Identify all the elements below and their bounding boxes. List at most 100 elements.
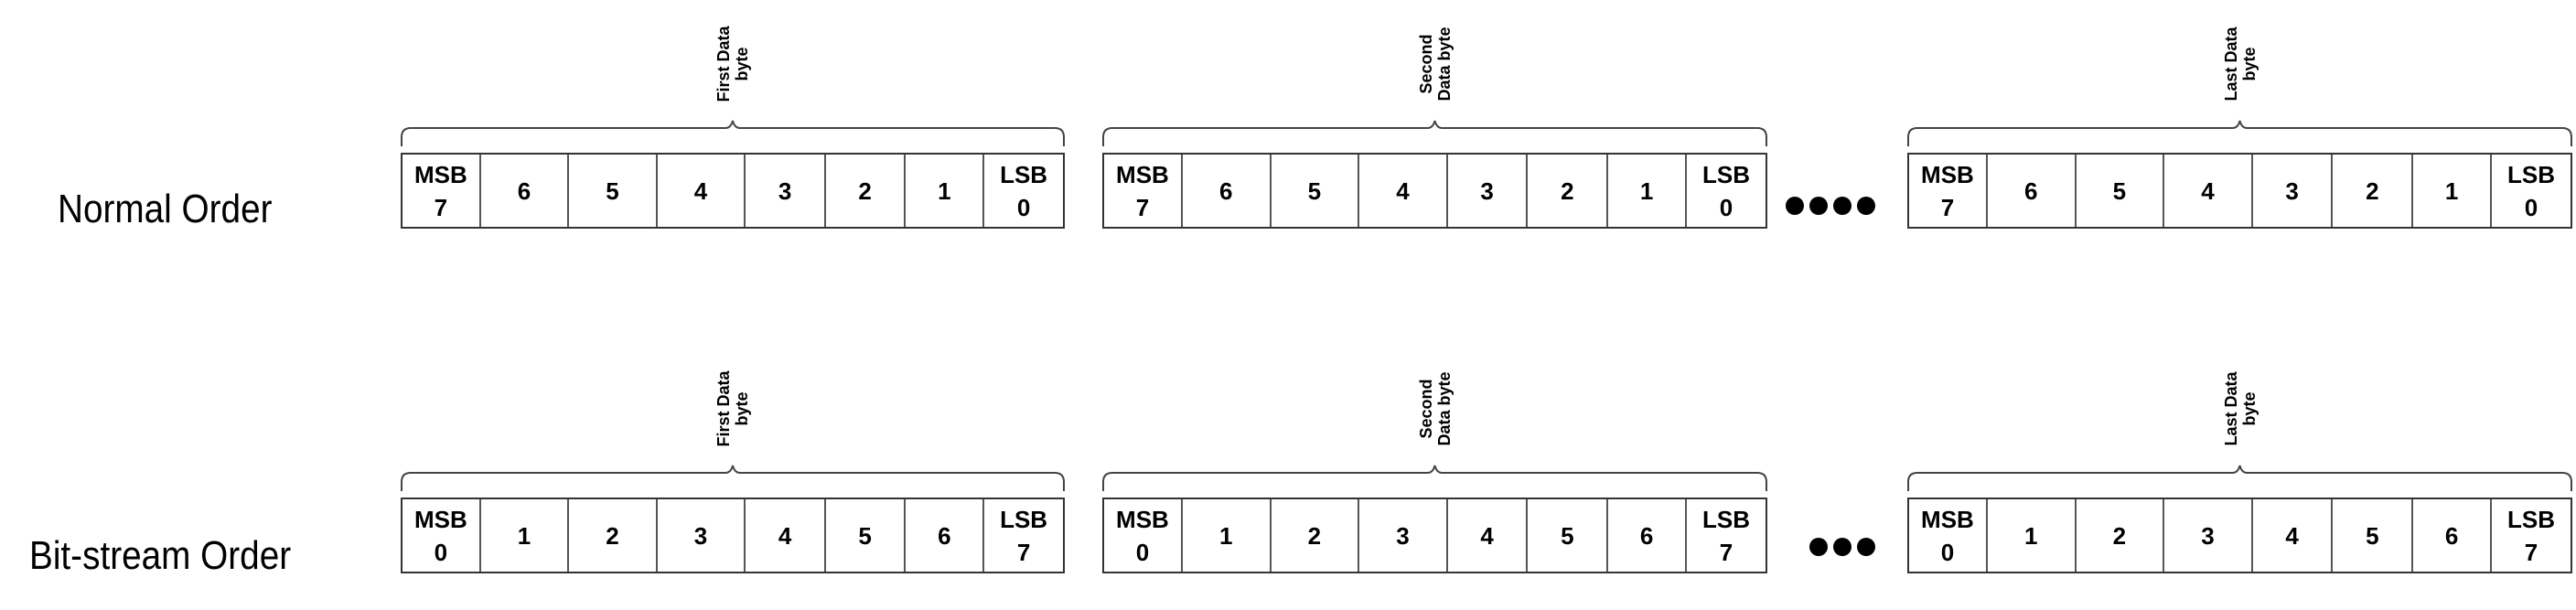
byte-label-line: Data byte (1434, 27, 1454, 102)
bit-cell: 4 (658, 155, 746, 227)
bit-cell: LSB 0 (2492, 155, 2571, 227)
bit-cell: 5 (2077, 155, 2165, 227)
byte-label: Second Data byte (1417, 27, 1454, 101)
bit-cell-text: MSB (414, 160, 467, 188)
bit-cell-text: 5 (2112, 177, 2127, 205)
bit-cell-text: 2 (606, 521, 619, 550)
byte-label: First Data byte (714, 26, 751, 102)
bit-cell-text: 2 (1307, 521, 1322, 550)
bit-cell: 2 (2333, 155, 2414, 227)
byte-label-line: byte (733, 47, 751, 81)
bit-cell: 6 (2413, 499, 2493, 572)
ellipsis-dot (1857, 197, 1875, 215)
byte-label-line: Second (1416, 34, 1435, 94)
bit-cell-text: 3 (1396, 521, 1410, 550)
bit-cell: LSB 7 (984, 499, 1063, 572)
bit-cell-text: 7 (434, 193, 448, 221)
bit-cell-text: 3 (2201, 521, 2215, 550)
bit-cell-text: 2 (2112, 521, 2127, 550)
byte-label-line: Last Data (2221, 27, 2240, 102)
row-title: Bit-stream Order (29, 533, 292, 578)
bit-cell: 5 (826, 499, 907, 572)
curly-brace (1907, 465, 2572, 491)
bit-cell-text: 3 (693, 521, 708, 550)
bit-cell-text: 4 (2285, 521, 2299, 550)
bit-cell-text: 6 (517, 177, 531, 205)
bit-cell: 2 (569, 499, 658, 572)
bit-cell-text: LSB (1701, 160, 1750, 188)
bit-cell: 1 (1988, 499, 2077, 572)
bit-cell: 1 (906, 155, 985, 227)
bit-cell-text: 3 (778, 177, 792, 205)
bit-cell-text: 0 (1719, 193, 1733, 221)
bit-cell-text: 4 (778, 521, 792, 550)
bit-cell-text: MSB (1921, 160, 1974, 188)
byte-label-line: Last Data (2221, 371, 2240, 446)
curly-brace (1907, 120, 2572, 146)
data-byte: MSB 0 1 2 3 4 5 6 LSB 7 (401, 498, 1065, 573)
bit-cell: 1 (1608, 155, 1688, 227)
byte-label-line: Data byte (1434, 371, 1454, 446)
bit-cell: 6 (1608, 499, 1688, 572)
ellipsis-dot (1833, 197, 1852, 215)
bit-cell: MSB 7 (1909, 155, 1988, 227)
bit-cell-text: MSB (1116, 505, 1169, 533)
data-byte: MSB 0 1 2 3 4 5 6 LSB 7 (1102, 498, 1767, 573)
bit-cell: LSB 7 (2492, 499, 2571, 572)
bit-cell: 3 (2164, 499, 2253, 572)
bit-cell: 6 (481, 155, 570, 227)
bit-cell-text: LSB (1701, 505, 1750, 533)
ellipsis-dot (1809, 538, 1828, 556)
bit-cell: MSB 0 (1104, 499, 1183, 572)
bit-cell: 6 (906, 499, 985, 572)
bit-cell-text: 1 (2023, 521, 2038, 550)
bit-cell: MSB 7 (1104, 155, 1183, 227)
bit-cell-text: LSB (1000, 505, 1048, 533)
bit-cell-text: 4 (1396, 177, 1410, 205)
byte-label-line: byte (2239, 47, 2259, 81)
byte-label-line: byte (2239, 391, 2259, 426)
bit-cell-text: 5 (1561, 521, 1574, 550)
bit-cell-text: 7 (1135, 193, 1150, 221)
byte-label-line: byte (733, 391, 751, 426)
curly-brace (1102, 465, 1767, 491)
bit-cell-text: 6 (1639, 521, 1654, 550)
bit-cell-text: 0 (1135, 538, 1150, 566)
bit-cell-text: 3 (1480, 177, 1494, 205)
bit-cell: MSB 7 (402, 155, 481, 227)
bit-cell: 1 (1183, 499, 1272, 572)
byte-label: Second Data byte (1417, 371, 1454, 445)
bit-cell: 3 (1448, 155, 1529, 227)
data-byte: MSB 7 6 5 4 3 2 1 LSB 0 (1907, 153, 2572, 229)
bit-cell: LSB 0 (1687, 155, 1766, 227)
bit-cell-text: 2 (1561, 177, 1574, 205)
bit-cell-text: 1 (1218, 521, 1233, 550)
bit-cell: MSB 0 (402, 499, 481, 572)
bit-cell: 2 (1272, 499, 1360, 572)
bit-cell: 2 (826, 155, 907, 227)
bit-cell-text: 2 (858, 177, 872, 205)
bit-cell: 4 (746, 499, 826, 572)
bit-cell-text: 4 (693, 177, 708, 205)
bit-cell: 5 (1272, 155, 1360, 227)
bit-cell-text: LSB (2506, 505, 2555, 533)
bit-cell-text: 4 (2201, 177, 2215, 205)
bit-cell: 6 (1183, 155, 1272, 227)
bit-cell-text: MSB (1921, 505, 1974, 533)
bit-cell-text: 5 (858, 521, 872, 550)
bit-cell-text: 7 (2524, 538, 2538, 566)
bit-cell-text: 5 (606, 177, 619, 205)
bit-cell-text: MSB (414, 505, 467, 533)
bit-cell-text: 3 (2285, 177, 2299, 205)
bit-cell-text: 0 (1940, 538, 1955, 566)
bit-cell-text: 4 (1480, 521, 1494, 550)
curly-brace (1102, 120, 1767, 146)
bit-cell: 3 (658, 499, 746, 572)
bit-cell: 3 (1359, 499, 1448, 572)
ellipsis-dot (1857, 538, 1875, 556)
row-title: Normal Order (58, 187, 273, 231)
bit-cell: 4 (2164, 155, 2253, 227)
bit-cell: 3 (746, 155, 826, 227)
bit-cell-text: 6 (1218, 177, 1233, 205)
bit-cell-text: 1 (517, 521, 531, 550)
